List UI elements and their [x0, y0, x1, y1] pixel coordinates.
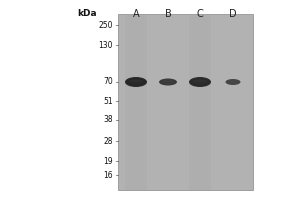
- Ellipse shape: [194, 79, 207, 82]
- Text: 130: 130: [98, 40, 113, 49]
- Bar: [189, 14, 211, 190]
- Text: kDa: kDa: [77, 9, 97, 18]
- Ellipse shape: [229, 80, 238, 82]
- Ellipse shape: [163, 80, 173, 82]
- Text: 28: 28: [103, 136, 113, 146]
- Text: 19: 19: [103, 156, 113, 166]
- Ellipse shape: [159, 78, 177, 86]
- Text: B: B: [165, 9, 171, 19]
- Ellipse shape: [125, 77, 147, 87]
- Text: 250: 250: [98, 21, 113, 29]
- Text: 16: 16: [103, 170, 113, 180]
- Text: C: C: [196, 9, 203, 19]
- Ellipse shape: [189, 77, 211, 87]
- Ellipse shape: [226, 79, 241, 85]
- Bar: [118, 14, 253, 190]
- Text: 38: 38: [103, 116, 113, 124]
- Bar: [125, 14, 147, 190]
- Ellipse shape: [129, 79, 142, 82]
- Text: D: D: [229, 9, 237, 19]
- Text: 51: 51: [103, 97, 113, 106]
- Text: 70: 70: [103, 77, 113, 86]
- Text: A: A: [133, 9, 139, 19]
